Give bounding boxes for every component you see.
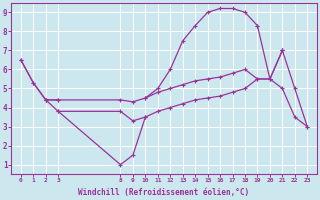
X-axis label: Windchill (Refroidissement éolien,°C): Windchill (Refroidissement éolien,°C) xyxy=(78,188,250,197)
